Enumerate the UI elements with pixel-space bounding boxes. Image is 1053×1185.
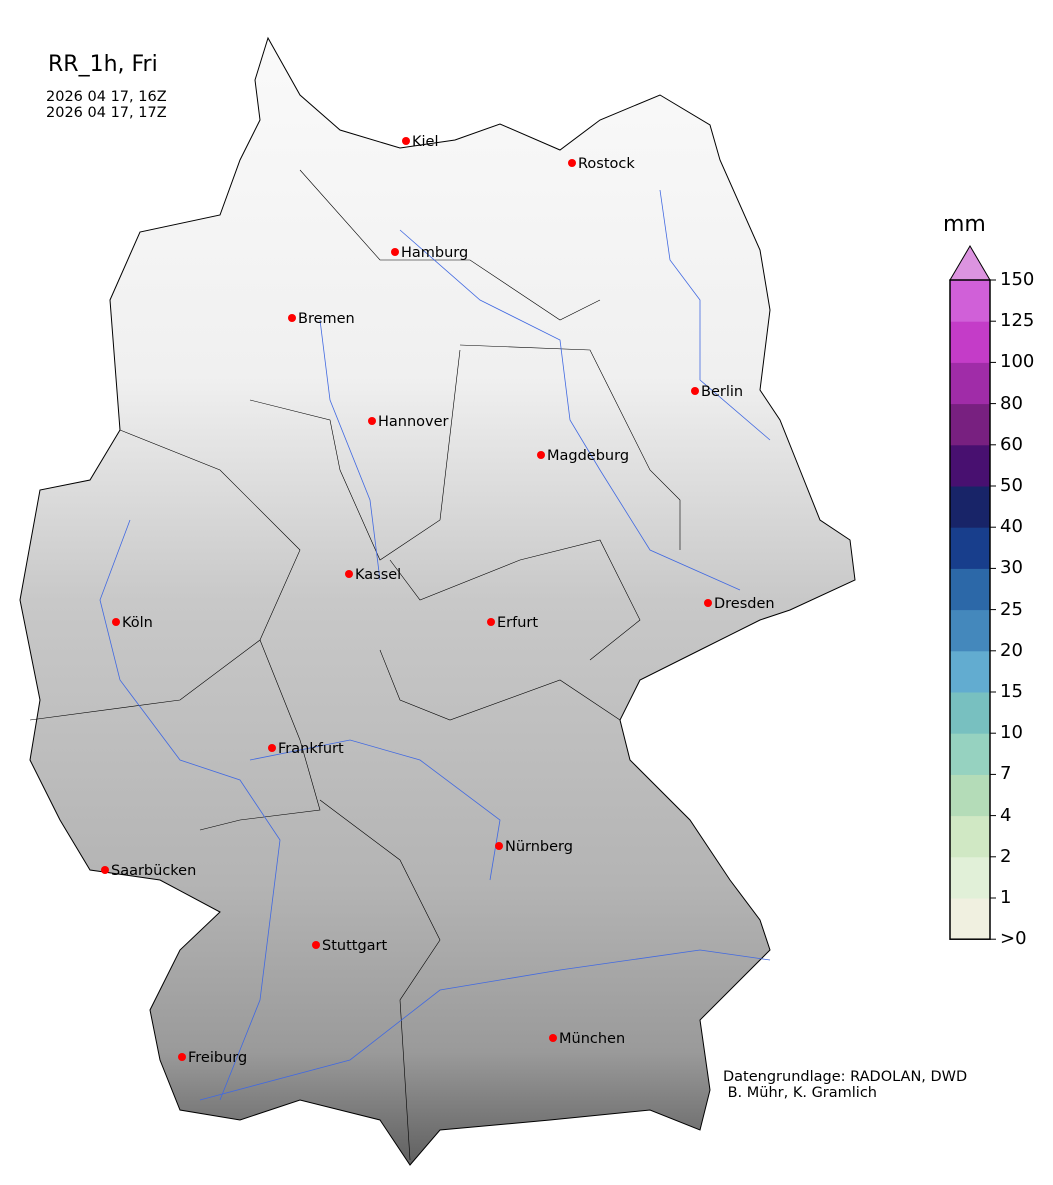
- colorbar-segment: [950, 650, 990, 693]
- city-label: Stuttgart: [322, 938, 388, 954]
- city-label: Bremen: [298, 311, 355, 327]
- city-label: Freiburg: [188, 1050, 247, 1066]
- city-label: Berlin: [701, 384, 743, 400]
- rivers: [99, 189, 771, 1101]
- city-label: Dresden: [714, 596, 775, 612]
- colorbar-tick-label: 1: [1000, 887, 1012, 908]
- colorbar-tick-label: 100: [1000, 351, 1035, 373]
- state-borders: [29, 169, 681, 1161]
- city-label: Erfurt: [497, 615, 538, 631]
- colorbar-segment: [950, 280, 990, 322]
- colorbar-tick-label: 25: [1000, 598, 1023, 620]
- data-credit: Datengrundlage: RADOLAN, DWD B. Mühr, K.…: [723, 1069, 967, 1101]
- colorbar-tick-label: >0: [1000, 928, 1027, 950]
- colorbar-tick-label: 10: [1000, 722, 1023, 744]
- city-marker: [487, 618, 495, 626]
- colorbar-tick-label: 50: [1000, 475, 1023, 496]
- city-label: München: [559, 1031, 625, 1047]
- colorbar-segment: [950, 444, 990, 487]
- map-title: RR_1h, Fri: [48, 52, 158, 77]
- city-label: Frankfurt: [278, 741, 344, 757]
- colorbar-tick-label: 20: [1000, 639, 1023, 661]
- colorbar-segment: [950, 321, 990, 363]
- city-label: Hannover: [378, 414, 449, 430]
- city-marker: [549, 1034, 557, 1042]
- city-marker: [495, 842, 503, 850]
- period-start: 2026 04 17, 16Z: [46, 89, 167, 105]
- colorbar-segment: [950, 486, 990, 528]
- colorbar-segment: [950, 733, 990, 775]
- colorbar-tick-label: 15: [1000, 681, 1023, 702]
- city-marker: [345, 570, 353, 578]
- city-label: Kassel: [355, 567, 401, 583]
- colorbar-tick-label: 150: [1000, 269, 1035, 290]
- colorbar-tick-label: 4: [1000, 804, 1012, 826]
- credit-line-1: Datengrundlage: RADOLAN, DWD: [723, 1069, 968, 1085]
- colorbar-tick-label: 30: [1000, 557, 1023, 579]
- city-label: Rostock: [578, 156, 635, 172]
- city-marker: [101, 866, 109, 874]
- colorbar-tick-label: 80: [1000, 392, 1023, 414]
- colorbar-segment: [950, 403, 990, 446]
- colorbar-tick-label: 125: [1000, 310, 1035, 332]
- colorbar: [949, 245, 996, 940]
- city-marker: [312, 941, 320, 949]
- colorbar-segment: [950, 774, 990, 817]
- colorbar-segment: [950, 609, 990, 652]
- city-marker: [537, 451, 545, 459]
- colorbar-segment: [950, 815, 990, 858]
- colorbar-segment: [950, 527, 990, 569]
- colorbar-segment: [950, 362, 990, 405]
- colorbar-unit: mm: [943, 212, 986, 237]
- city-marker: [112, 618, 120, 626]
- germany-outline: [19, 36, 856, 1166]
- germany-map: Kiel Rostock Hamburg Bremen Berlin Hannover Ma…: [19, 36, 856, 1166]
- city-marker: [268, 744, 276, 752]
- period-end: 2026 04 17, 17Z: [46, 105, 167, 121]
- city-marker: [568, 159, 576, 167]
- city-label: Kiel: [412, 134, 439, 150]
- city-label: Nürnberg: [505, 839, 573, 855]
- city-label: Köln: [122, 615, 153, 631]
- colorbar-tick-label: 2: [1000, 845, 1012, 867]
- city-marker: [691, 387, 699, 395]
- colorbar-segment: [950, 856, 990, 899]
- city-marker: [704, 599, 712, 607]
- city-label: Hamburg: [401, 245, 468, 261]
- city-label: Saarbücken: [111, 863, 196, 879]
- colorbar-extend-arrow: [949, 245, 991, 281]
- city-label: Magdeburg: [547, 448, 629, 464]
- colorbar-segment: [950, 898, 990, 940]
- colorbar-segment: [950, 692, 990, 734]
- colorbar-segment: [950, 568, 990, 611]
- city-marker: [288, 314, 296, 322]
- city-marker: [368, 417, 376, 425]
- city-marker: [178, 1053, 186, 1061]
- city-marker: [391, 248, 399, 256]
- colorbar-tick-label: 7: [1000, 763, 1012, 785]
- city-marker: [402, 137, 410, 145]
- colorbar-tick-label: 40: [1000, 516, 1023, 538]
- colorbar-tick-label: 60: [1000, 433, 1023, 455]
- credit-line-2: B. Mühr, K. Gramlich: [723, 1085, 877, 1101]
